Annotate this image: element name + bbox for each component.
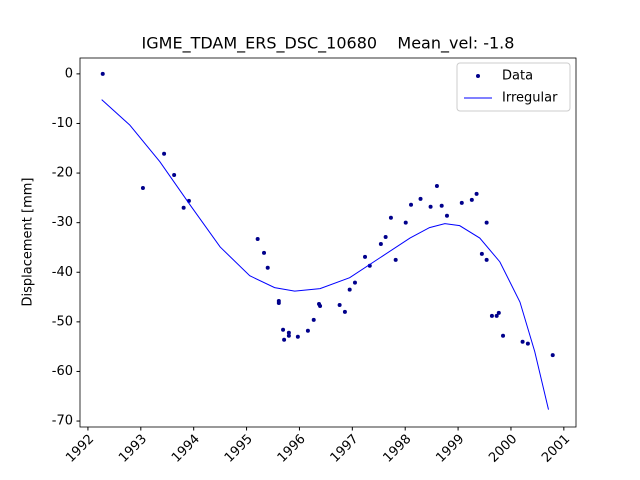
data-point: [311, 317, 316, 322]
data-point: [140, 185, 145, 190]
data-point: [342, 309, 347, 314]
x-tick-label: 1994: [169, 432, 203, 466]
data-point: [295, 334, 300, 339]
y-tick-label: -30: [52, 215, 73, 230]
data-point: [162, 151, 167, 156]
data-point: [434, 183, 439, 188]
data-point: [444, 213, 449, 218]
data-point: [439, 203, 444, 208]
legend-swatch: [476, 74, 480, 78]
legend-label: Data: [502, 69, 533, 84]
data-point: [474, 191, 479, 196]
data-point: [172, 173, 177, 178]
x-tick-label: 1997: [328, 432, 362, 466]
y-tick-label: -20: [52, 166, 73, 181]
data-point: [305, 328, 310, 333]
data-point: [520, 339, 525, 344]
x-tick-label: 1992: [63, 432, 97, 466]
data-point: [525, 341, 530, 346]
data-point: [337, 302, 342, 307]
data-point: [100, 71, 105, 76]
data-point: [489, 313, 494, 318]
data-point: [286, 330, 291, 335]
data-point: [255, 237, 260, 242]
y-tick-label: -70: [52, 414, 73, 429]
data-point: [265, 265, 270, 270]
fit-line: [101, 99, 549, 410]
y-tick-label: -50: [52, 314, 73, 329]
data-point: [469, 197, 474, 202]
y-tick-label: -40: [52, 265, 73, 280]
data-point: [418, 196, 423, 201]
chart-title: IGME_TDAM_ERS_DSC_10680 Mean_vel: -1.8: [142, 34, 515, 54]
data-point: [393, 257, 398, 262]
x-tick-label: 1995: [222, 432, 256, 466]
y-tick-label: -60: [52, 364, 73, 379]
legend-box: [456, 62, 571, 112]
data-point: [494, 313, 499, 318]
data-point: [388, 215, 393, 220]
y-axis-label: Displacement [mm]: [21, 178, 36, 307]
x-tick-label: 1998: [380, 432, 414, 466]
data-point: [352, 280, 357, 285]
data-point: [479, 251, 484, 256]
data-point: [409, 202, 414, 207]
x-tick-label: 2001: [539, 432, 573, 466]
data-point: [347, 287, 352, 292]
data-point: [262, 250, 267, 255]
data-point: [363, 254, 368, 259]
plot-frame: [79, 57, 577, 428]
x-tick-label: 1996: [275, 432, 309, 466]
data-point: [281, 327, 286, 332]
data-point: [286, 333, 291, 338]
data-point: [403, 220, 408, 225]
data-point: [550, 353, 555, 358]
data-point: [484, 220, 489, 225]
x-tick-label: 1999: [433, 432, 467, 466]
data-point: [282, 337, 287, 342]
data-point: [496, 310, 501, 315]
data-point: [318, 303, 323, 308]
x-tick-label: 1993: [116, 432, 150, 466]
y-tick-label: -10: [52, 116, 73, 131]
y-tick-label: 0: [65, 66, 73, 81]
data-point: [383, 235, 388, 240]
data-point: [501, 333, 506, 338]
x-tick-label: 2000: [486, 432, 520, 466]
data-point: [459, 200, 464, 205]
data-point: [428, 204, 433, 209]
data-point: [378, 241, 383, 246]
legend-label: Irregular: [502, 91, 558, 106]
data-point: [276, 301, 281, 306]
data-point: [484, 257, 489, 262]
data-point: [181, 205, 186, 210]
